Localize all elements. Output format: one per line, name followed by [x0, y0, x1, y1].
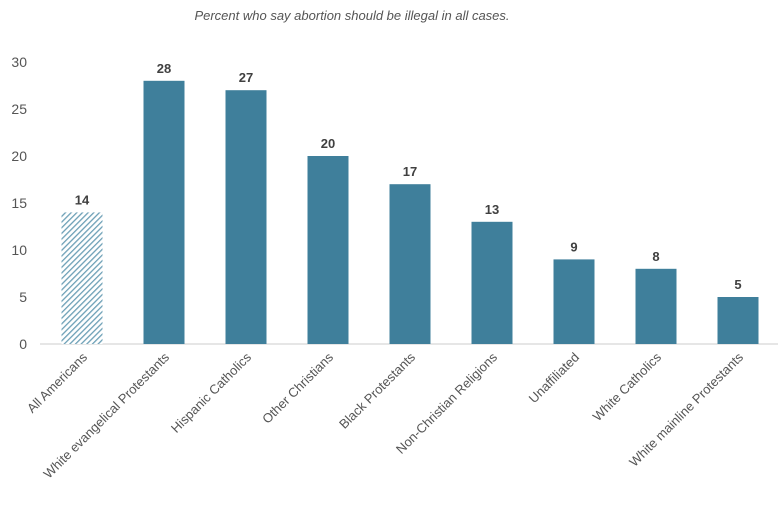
- data-label: 28: [157, 61, 171, 76]
- bar: [717, 297, 759, 344]
- bar: [307, 156, 349, 344]
- bar: [635, 268, 677, 344]
- data-label: 8: [652, 249, 659, 264]
- data-label: 14: [75, 192, 90, 207]
- category-label: Unaffiliated: [526, 350, 582, 406]
- category-label: Other Christians: [259, 349, 336, 426]
- y-tick-label: 5: [19, 289, 27, 305]
- y-tick-label: 15: [11, 195, 27, 211]
- category-label: White Catholics: [590, 349, 665, 424]
- category-label: All Americans: [24, 349, 91, 416]
- bar: [143, 80, 185, 345]
- category-label: Hispanic Catholics: [168, 349, 255, 436]
- data-label: 20: [321, 136, 335, 151]
- y-tick-label: 20: [11, 148, 27, 164]
- data-labels-group: 14 28 27 20 17 13 9 8 5: [75, 61, 742, 292]
- y-tick-label: 25: [11, 101, 27, 117]
- y-tick-label: 10: [11, 242, 27, 258]
- category-label: Black Protestants: [336, 349, 418, 431]
- bars-group: [61, 80, 759, 345]
- data-label: 9: [570, 239, 577, 254]
- data-label: 27: [239, 70, 253, 85]
- y-tick-label: 30: [11, 54, 27, 70]
- bar: [225, 90, 267, 344]
- bar: [61, 212, 103, 344]
- data-label: 5: [734, 277, 741, 292]
- bar: [553, 259, 595, 344]
- y-axis-ticks: 0 5 10 15 20 25 30: [11, 54, 27, 352]
- data-label: 13: [485, 202, 499, 217]
- chart-subtitle: Percent who say abortion should be illeg…: [194, 8, 510, 23]
- bar: [389, 184, 431, 344]
- data-label: 17: [403, 164, 417, 179]
- y-tick-label: 0: [19, 336, 27, 352]
- bar: [471, 221, 513, 344]
